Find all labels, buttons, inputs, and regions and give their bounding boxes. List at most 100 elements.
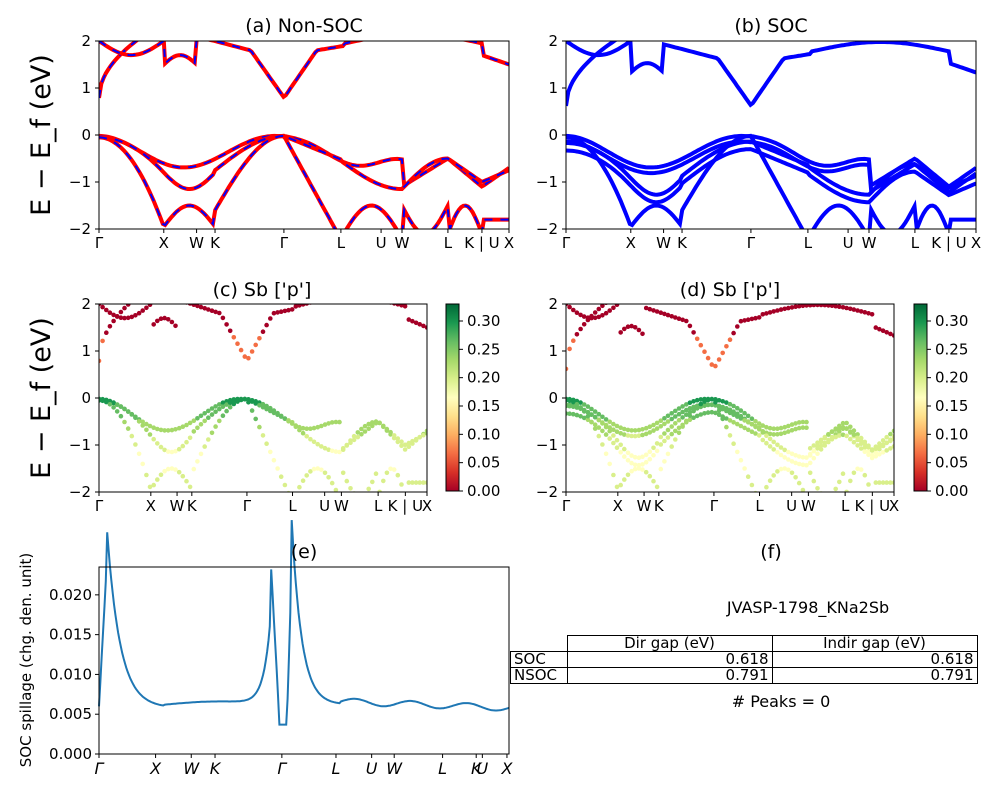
band-point [742,318,747,323]
band-point [884,330,889,335]
band-point [235,399,240,404]
band-point [793,426,798,432]
band-point [421,323,426,329]
band-point [388,429,393,435]
band-point [173,427,178,432]
band-point [140,419,145,425]
band-line [566,147,976,205]
band-point [866,449,871,454]
band-point [395,436,401,441]
band-point [888,480,893,485]
band-point [647,473,653,479]
band-point [111,400,116,406]
band-point [738,318,744,324]
x-tick-label: L [444,234,453,252]
band-point [833,427,838,432]
band-point [370,479,375,485]
band-point [424,431,427,436]
band-point [184,439,189,445]
band-point [275,466,280,471]
band-point [417,480,423,485]
x-tick-label: Γ [562,234,571,252]
peaks-label: # Peaks = 0 [732,692,831,711]
band-point [147,304,153,307]
band-point [592,426,598,431]
band-point [778,452,784,458]
band-point [818,447,824,452]
band-point [249,349,255,354]
band-point [767,425,773,431]
band-point [107,310,113,316]
band-point [399,439,404,445]
band-point [815,440,820,446]
band-point [625,472,631,478]
band-point [629,428,634,433]
x-tick-label: X [889,497,899,515]
band-point [144,472,149,478]
band-point [724,344,729,349]
band-point [665,419,671,424]
band-point [322,445,328,451]
band-point [647,449,653,455]
band-point [632,433,638,439]
band-point [566,304,569,307]
band-point [355,430,361,435]
band-point [322,470,328,476]
band-point [775,432,780,437]
x-tick-label: X [146,497,156,515]
band-point [716,408,722,413]
band-point [592,414,598,420]
band-point [778,445,784,450]
band-point [140,461,145,467]
band-point [804,462,809,468]
band-point [224,408,229,414]
band-line [99,133,509,189]
band-point [337,419,342,425]
x-tick-label: Γ [747,234,756,252]
x-tick-label: K | U [388,497,423,515]
band-point [877,452,882,457]
band-point [359,426,364,432]
band-point [246,400,251,405]
y-tick-label: 0 [548,389,558,407]
band-point [811,478,817,484]
band-point [388,466,393,472]
band-point [424,480,427,485]
colorbar-tick-label: 0.30 [467,312,500,330]
band-point [625,324,631,330]
band-point [118,404,124,409]
band-point [822,435,828,441]
band-point [629,453,634,458]
band-point [800,425,806,430]
band-point [731,420,736,425]
band-point [333,419,339,425]
band-point [424,325,427,330]
band-point [778,466,784,472]
y-tick-label: 2 [81,295,91,313]
band-point [756,425,762,431]
colorbar-tick-label: 0.15 [935,397,968,415]
band-point [837,479,842,485]
x-tick-label: W [862,234,877,252]
band-point [114,402,120,408]
band-point [731,441,736,447]
band-point [720,406,725,412]
band-point [796,304,802,309]
band-point [417,434,423,440]
band-point [220,400,226,406]
band-point [771,439,776,445]
band-point [782,424,787,430]
y-tick-label: 0.005 [49,705,92,723]
x-tick-label: K [654,497,665,515]
y-tick-label: −2 [69,220,91,238]
y-tick-label: 1 [548,342,558,360]
band-point [162,428,167,433]
band-point [282,308,288,314]
band-point [136,451,142,457]
band-point [727,433,733,438]
band-point [622,446,627,452]
band-point [581,322,587,327]
band-point [866,452,871,458]
band-point [793,475,798,480]
y-tick-label: −2 [536,220,558,238]
